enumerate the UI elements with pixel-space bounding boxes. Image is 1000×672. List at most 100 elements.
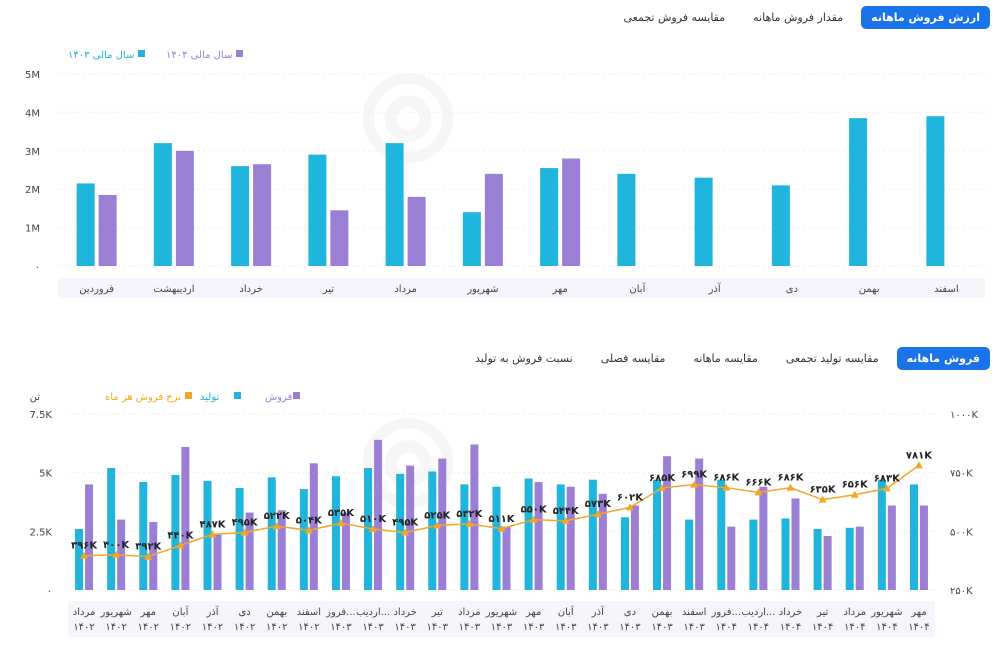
x-tick-label: آبان: [629, 282, 646, 295]
price-point: [850, 490, 859, 498]
bar-1403: [926, 116, 945, 267]
price-point: [786, 483, 795, 491]
x-tick-label: فرور...: [325, 607, 356, 618]
x-tick-year: ۱۴۰۴: [748, 622, 769, 633]
y-tick-label: ۰: [35, 262, 40, 273]
sales-bar: [887, 505, 896, 590]
x-tick-label: تیر: [322, 284, 335, 295]
bar-1404: [98, 194, 117, 266]
right-y-tick-label: ۵۰۰K: [950, 527, 973, 538]
sales-bar: [791, 498, 800, 590]
x-tick-year: ۱۴۰۳: [362, 622, 384, 633]
sales-bar: [470, 444, 479, 590]
bottom-tab-4[interactable]: نسبت فروش به تولید: [475, 352, 573, 365]
production-bar: [460, 484, 469, 590]
production-bar: [299, 489, 308, 590]
right-y-tick-label: ۷۵۰K: [950, 469, 973, 480]
price-data-label: ۴۹۵K: [232, 518, 259, 529]
x-tick-year: ۱۴۰۲: [170, 622, 191, 633]
price-point: [336, 519, 345, 527]
x-tick-label: بهمن: [266, 607, 287, 618]
price-point: [433, 521, 442, 529]
top-chart-tabs: ارزش فروش ماهانه مقدار فروش ماهانه مقایسه …: [614, 6, 990, 29]
price-data-label: ۵۲۵K: [424, 510, 451, 521]
legend-marker: [293, 392, 300, 399]
x-tick-label: مرداد: [73, 607, 96, 618]
production-bar: [267, 477, 276, 590]
price-data-label: ۳۹۶K: [71, 541, 98, 552]
price-point: [593, 510, 602, 518]
sales-bar: [438, 458, 447, 590]
x-tick-label: آذر: [591, 605, 605, 618]
x-tick-label: آذر: [205, 605, 219, 618]
bar-1404: [484, 173, 503, 266]
price-point: [818, 495, 827, 503]
price-data-label: ۵۵۰K: [521, 505, 548, 516]
left-y-tick-label: ۰: [47, 586, 52, 597]
price-data-label: ۴۹۵K: [392, 518, 419, 529]
bar-1404: [253, 164, 272, 266]
production-bar: [364, 467, 373, 590]
price-point: [401, 528, 410, 536]
price-point: [722, 483, 731, 491]
top-tab-2[interactable]: مقایسه فروش تجمعی: [623, 11, 726, 24]
price-data-label: ۵۱۰K: [360, 514, 387, 525]
x-tick-label: آذر: [708, 282, 722, 295]
bottom-tab-0[interactable]: فروش ماهانه: [896, 347, 990, 370]
x-tick-label: اردیب...: [356, 607, 390, 618]
y-tick-label: 5M: [25, 70, 40, 81]
x-tick-label: خرداد: [393, 607, 416, 618]
bottom-tab-3[interactable]: مقایسه فصلی: [600, 352, 666, 365]
x-tick-year: ۱۴۰۴: [716, 622, 737, 633]
bar-1403: [694, 177, 713, 266]
legend-marker: [234, 392, 241, 399]
x-tick-year: ۱۴۰۲: [298, 622, 319, 633]
bar-1404: [175, 150, 194, 266]
x-tick-label: مهر: [910, 607, 926, 618]
production-bar: [620, 517, 629, 590]
price-data-label: ۵۱۱K: [488, 514, 515, 525]
sales-bar: [855, 526, 864, 590]
sales-bar: [181, 446, 190, 590]
top-tab-1[interactable]: مقدار فروش ماهانه: [753, 11, 844, 24]
x-tick-year: ۱۴۰۴: [908, 622, 929, 633]
top-tab-0[interactable]: ارزش فروش ماهانه: [861, 6, 990, 29]
bar-1403: [540, 168, 559, 266]
production-bar: [685, 519, 694, 590]
bar-1403: [849, 118, 868, 266]
x-tick-label: مرداد: [394, 284, 417, 295]
sales-bar: [149, 521, 158, 590]
annual-sales-value-chart: ۰ 1M 2M 3M 4M 5M فروردین اردیبهشت خرداد تیر مرداد ش…: [25, 50, 985, 298]
bottom-tab-2[interactable]: مقایسه ماهانه: [693, 352, 758, 365]
bar-1403: [76, 183, 95, 266]
sales-bar: [406, 465, 415, 590]
price-data-label: ۵۳۲K: [456, 509, 483, 520]
production-bar: [877, 479, 886, 590]
bar-1404: [407, 196, 426, 266]
bar-1403: [231, 166, 250, 266]
x-tick-label: آبان: [558, 605, 575, 618]
price-data-label: ۶۹۹K: [681, 470, 708, 481]
x-tick-label: دی: [786, 284, 798, 295]
x-tick-label: اسفند: [297, 607, 321, 618]
production-bar: [492, 486, 501, 590]
bar-1404: [562, 158, 581, 266]
sales-bar: [85, 484, 94, 590]
price-data-label: ۴۴۰K: [167, 530, 194, 541]
price-point: [272, 522, 281, 530]
production-bar: [331, 476, 340, 590]
x-tick-label: شهریور: [485, 607, 517, 618]
price-point: [658, 483, 667, 491]
x-tick-year: ۱۴۰۴: [844, 622, 865, 633]
production-bar: [717, 479, 726, 590]
x-tick-year: ۱۴۰۳: [394, 622, 416, 633]
x-tick-label: خرداد: [779, 607, 802, 618]
bottom-tab-1[interactable]: مقایسه تولید تجمعی: [785, 352, 879, 365]
price-point: [465, 519, 474, 527]
price-point: [304, 526, 313, 534]
x-tick-label: اردیبهشت: [153, 284, 194, 295]
left-y-tick-label: 2.5K: [30, 527, 53, 538]
price-point: [914, 461, 923, 469]
y-tick-label: 2M: [25, 185, 40, 196]
x-tick-year: ۱۴۰۳: [427, 622, 449, 633]
